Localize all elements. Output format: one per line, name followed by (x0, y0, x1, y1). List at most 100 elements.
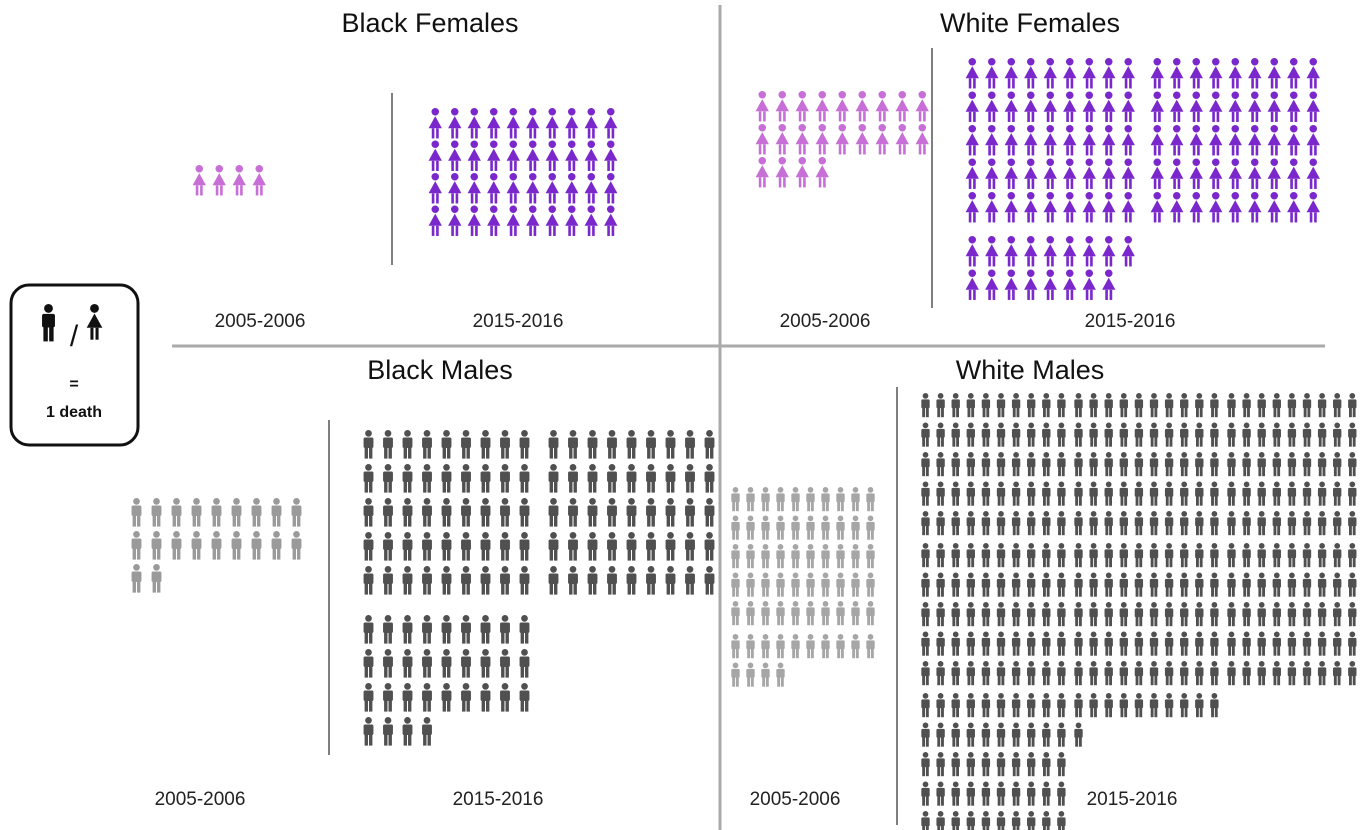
icon-head (365, 498, 372, 505)
icon-leg (941, 645, 944, 656)
icon-leg (867, 586, 871, 597)
icon-leg (1236, 178, 1239, 189)
icon-leg (1214, 466, 1218, 477)
icon-leg (1303, 675, 1307, 686)
icon-body (1074, 728, 1083, 738)
icon-body (1004, 99, 1018, 112)
icon-leg (922, 795, 926, 806)
person-icon (996, 631, 1006, 656)
icon-body (1164, 667, 1174, 677)
person-icon (936, 722, 945, 747)
icon-leg (587, 160, 591, 171)
person-icon (383, 566, 393, 595)
icon-leg (90, 327, 94, 340)
icon-leg (1016, 736, 1020, 747)
icon-body (607, 539, 617, 550)
icon-leg (1135, 466, 1139, 477)
icon-leg (1154, 616, 1158, 627)
icon-leg (1275, 145, 1278, 156)
icon-leg (967, 466, 971, 477)
icon-leg (403, 582, 407, 595)
icon-body (231, 505, 242, 516)
icon-leg (423, 548, 427, 561)
icon-head (1349, 511, 1356, 517)
icon-head (1258, 543, 1265, 549)
icon-leg (509, 193, 513, 204)
icon-leg (197, 547, 201, 560)
icon-leg (1046, 616, 1050, 627)
icon-head (1228, 543, 1235, 549)
icon-head (589, 430, 596, 437)
person-icon (1074, 693, 1083, 718)
icon-leg (1061, 436, 1065, 447)
icon-head (1124, 158, 1133, 167)
icon-body (1195, 608, 1204, 618)
icon-body (1042, 817, 1051, 827)
person-icon (965, 236, 979, 267)
person-icon (985, 91, 999, 122)
icon-leg (1228, 675, 1232, 686)
person-icon (1164, 572, 1174, 597)
icon-head (1153, 91, 1162, 100)
person-icon (1170, 58, 1184, 89)
icon-leg (408, 480, 412, 493)
icon-leg (1124, 675, 1128, 686)
person-icon (548, 566, 559, 595)
icon-leg (1129, 212, 1132, 223)
person-icon (1170, 158, 1184, 189)
person-icon (587, 498, 598, 527)
icon-head (1181, 422, 1188, 429)
icon-leg (967, 616, 971, 627)
icon-leg (956, 436, 959, 447)
icon-head (404, 430, 411, 437)
person-icon (422, 430, 432, 459)
person-icon (1102, 58, 1116, 89)
icon-leg (1051, 289, 1054, 300)
icon-body (806, 640, 815, 650)
icon-leg (870, 615, 874, 626)
icon-leg (490, 160, 493, 171)
icon-head (550, 498, 557, 505)
icon-leg (1199, 707, 1203, 718)
icon-leg (971, 736, 975, 747)
icon-head (987, 58, 996, 66)
icon-leg (1337, 436, 1341, 447)
icon-body (467, 213, 481, 226)
icon-leg (1043, 766, 1046, 777)
icon-leg (1061, 495, 1065, 506)
icon-body (441, 622, 452, 633)
icon-body (921, 667, 930, 677)
icon-leg (172, 514, 176, 527)
icon-leg (956, 407, 959, 418)
icon-body (951, 667, 960, 677)
icon-leg (1153, 111, 1157, 122)
icon-leg (1192, 145, 1196, 156)
icon-body (1057, 699, 1066, 709)
icon-leg (195, 185, 199, 196)
person-icon (441, 464, 452, 493)
icon-body (1210, 667, 1219, 677)
icon-head (867, 487, 874, 493)
icon-leg (765, 529, 769, 540)
icon-leg (795, 558, 799, 569)
person-icon (363, 532, 374, 561)
icon-head (1166, 511, 1172, 517)
person-icon (487, 140, 501, 171)
icon-leg (765, 676, 769, 687)
icon-body (1209, 99, 1223, 112)
icon-body (506, 148, 520, 161)
icon-leg (1158, 178, 1161, 189)
icon-head (482, 532, 489, 539)
icon-body (604, 181, 618, 194)
icon-leg (466, 699, 470, 712)
icon-leg (1258, 495, 1262, 506)
icon-leg (447, 548, 451, 561)
icon-head (1289, 422, 1295, 429)
icon-leg (1199, 675, 1203, 686)
icon-leg (1016, 675, 1020, 686)
icon-leg (481, 582, 485, 595)
person-icon (1004, 158, 1018, 189)
icon-leg (1292, 436, 1296, 447)
icon-leg (505, 446, 509, 459)
icon-leg (1046, 145, 1050, 156)
